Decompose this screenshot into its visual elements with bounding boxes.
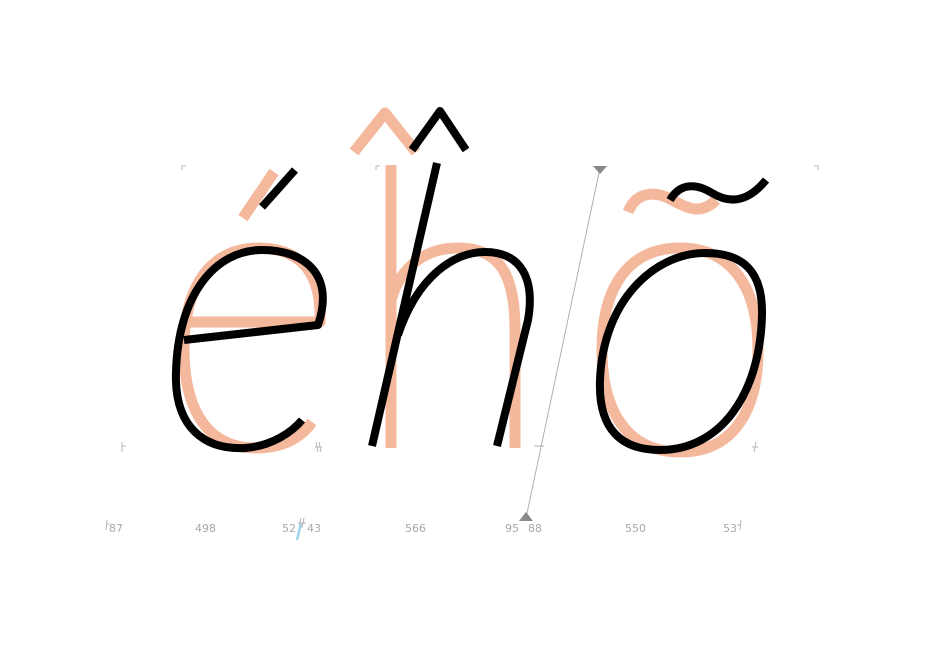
active-e-bowl: [171, 246, 327, 453]
h-right-sidebearing[interactable]: 95: [505, 522, 519, 535]
o-advance-width[interactable]: 550: [625, 522, 646, 535]
corner-mark-top-h: [375, 165, 380, 170]
corner-mark-top-right: [814, 165, 819, 170]
baseline-mark-o: [752, 441, 758, 453]
background-o-bowl: [596, 242, 764, 458]
metric-mark-e: [105, 519, 110, 531]
metric-mark-o: [737, 519, 742, 531]
corner-mark-top-left: [181, 165, 186, 170]
bottom-anchor-triangle-icon: [519, 512, 533, 521]
background-e-acute: [238, 168, 279, 222]
background-glyph-layer: [178, 107, 764, 458]
e-left-sidebearing[interactable]: 87: [109, 522, 123, 535]
baseline-mark-h: [315, 441, 322, 453]
text-cursor-icon[interactable]: [295, 522, 303, 541]
o-left-sidebearing[interactable]: 88: [528, 522, 542, 535]
italic-angle-guide-line: [525, 167, 601, 519]
active-o-tilde: [666, 177, 770, 204]
bounds-markers: [105, 165, 819, 531]
active-h-circumflex: [408, 107, 470, 153]
baseline-mark-e: [121, 442, 126, 452]
background-h-circumflex: [349, 107, 421, 156]
o-right-sidebearing[interactable]: 53: [723, 522, 737, 535]
active-h-stem: [368, 162, 441, 447]
active-glyph-layer: [171, 107, 770, 454]
h-left-sidebearing[interactable]: 43: [307, 522, 321, 535]
e-right-sidebearing[interactable]: 52: [282, 522, 296, 535]
h-advance-width[interactable]: 566: [405, 522, 426, 535]
active-e-acute: [259, 167, 298, 210]
background-h-arch: [385, 242, 521, 448]
active-h-arch: [394, 248, 534, 447]
e-advance-width[interactable]: 498: [195, 522, 216, 535]
slant-guide[interactable]: [519, 166, 607, 521]
top-anchor-triangle-icon: [593, 166, 607, 174]
active-o-bowl: [595, 249, 767, 454]
